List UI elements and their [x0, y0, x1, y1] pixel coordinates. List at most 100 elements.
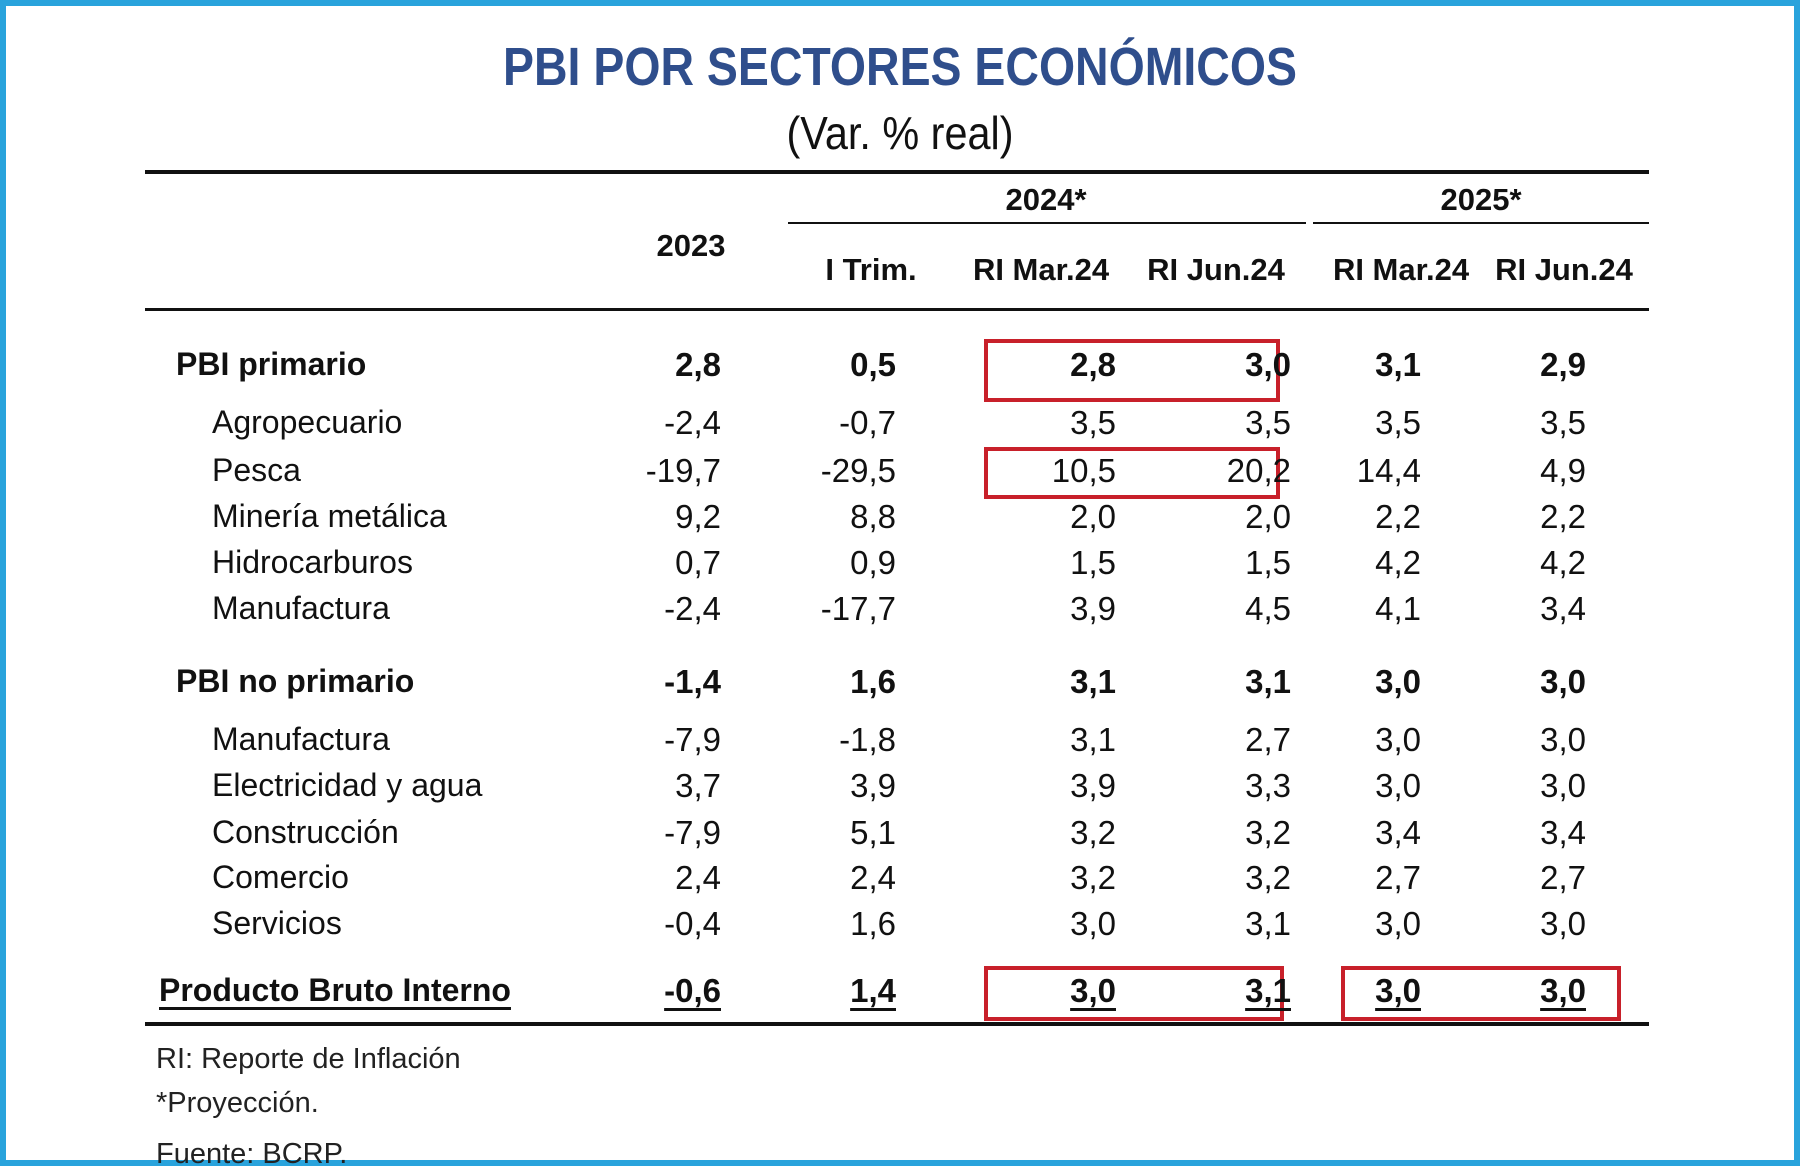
table-cell: 3,1: [1245, 663, 1291, 700]
row-label: Hidrocarburos: [212, 544, 413, 580]
highlight-pbi-primario-2024: [984, 339, 1280, 402]
table-cell: 4,2: [1375, 544, 1421, 581]
table-cell: 2,8: [675, 346, 721, 383]
note-fuente: Fuente: BCRP.: [156, 1138, 348, 1170]
table-cell: -1,4: [664, 663, 721, 700]
table-cell: 1,6: [850, 905, 896, 942]
row-label: PBI no primario: [176, 663, 415, 699]
table-cell: 20,2: [1226, 452, 1291, 489]
table-cell: -2,4: [664, 590, 721, 627]
row-label: Producto Bruto Interno: [159, 972, 511, 1008]
table-cell: -2,4: [664, 404, 721, 441]
table-cell: -17,7: [820, 590, 896, 627]
table-cell: 3,0: [1375, 721, 1421, 758]
group-header-2025: 2025*: [1440, 182, 1522, 217]
row-label: Manufactura: [212, 721, 390, 757]
table-cell: -1,8: [839, 721, 896, 758]
row-label: Minería metálica: [212, 498, 447, 534]
table-cell: -7,9: [664, 814, 721, 851]
header-bottom-rule: [145, 308, 1649, 311]
note-ri: RI: Reporte de Inflación: [156, 1043, 461, 1075]
table-cell: 1,5: [1245, 544, 1291, 581]
table-cell: -0,7: [839, 404, 896, 441]
table-cell: 3,5: [1375, 404, 1421, 441]
table-cell: 3,0: [1540, 905, 1586, 942]
table-cell: 4,9: [1540, 452, 1586, 489]
table-cell: -0,4: [664, 905, 721, 942]
row-label: Comercio: [212, 859, 349, 895]
table-cell: 4,1: [1375, 590, 1421, 627]
table-cell: 3,1: [1070, 721, 1116, 758]
table-cell: 3,0: [1540, 767, 1586, 804]
table-cell: 3,0: [1375, 767, 1421, 804]
table-cell: 2,8: [1070, 346, 1116, 383]
table-cell: 9,2: [675, 498, 721, 535]
table-cell: 3,5: [1245, 404, 1291, 441]
table-cell: 0,9: [850, 544, 896, 581]
table-cell: 2,7: [1375, 859, 1421, 896]
table-cell: 3,4: [1540, 814, 1586, 851]
table-cell: 10,5: [1051, 452, 1116, 489]
table-cell: 3,4: [1375, 814, 1421, 851]
table-cell: 3,3: [1245, 767, 1291, 804]
table-title: PBI POR SECTORES ECONÓMICOS: [503, 37, 1297, 97]
table-cell: 1,6: [850, 663, 896, 700]
highlight-pbi-2025: [1341, 966, 1621, 1021]
table-cell: 3,2: [1245, 859, 1291, 896]
table-cell: 2,9: [1540, 346, 1586, 383]
group-header-2024: 2024*: [1005, 182, 1087, 217]
table-cell: 3,0: [1245, 346, 1291, 383]
table-cell: 2,7: [1540, 859, 1586, 896]
row-label: Pesca: [212, 452, 301, 488]
table-cell: -29,5: [820, 452, 896, 489]
table-cell: 2,7: [1245, 721, 1291, 758]
table-cell: 3,0: [1540, 663, 1586, 700]
table-cell: 3,0: [1070, 972, 1116, 1009]
column-header-1: I Trim.: [825, 252, 917, 287]
table-cell: -0,6: [664, 972, 721, 1009]
table-cell: 3,9: [850, 767, 896, 804]
table-cell: 3,4: [1540, 590, 1586, 627]
highlight-pbi-2024: [984, 966, 1284, 1021]
table-cell: 8,8: [850, 498, 896, 535]
table-cell: 3,0: [1375, 663, 1421, 700]
note-proyeccion: *Proyección.: [156, 1087, 319, 1119]
table-cell: 3,5: [1070, 404, 1116, 441]
table-cell: -19,7: [645, 452, 721, 489]
row-label: Servicios: [212, 905, 342, 941]
table-cell: 1,5: [1070, 544, 1116, 581]
table-cell: 3,1: [1070, 663, 1116, 700]
row-label: Electricidad y agua: [212, 767, 483, 803]
table-cell: 5,1: [850, 814, 896, 851]
table-cell: 3,9: [1070, 590, 1116, 627]
table-cell: 3,1: [1245, 972, 1291, 1009]
table-cell: 3,0: [1375, 905, 1421, 942]
table-subtitle: (Var. % real): [786, 107, 1014, 159]
top-rule: [145, 170, 1649, 174]
table-cell: 3,5: [1540, 404, 1586, 441]
table-cell: 14,4: [1356, 452, 1421, 489]
group-rule-2025: [1313, 222, 1649, 224]
table-cell: 3,0: [1540, 972, 1586, 1009]
row-label: Manufactura: [212, 590, 390, 626]
bottom-rule: [145, 1022, 1649, 1026]
table-cell: 3,0: [1375, 972, 1421, 1009]
table-cell: 0,5: [850, 346, 896, 383]
table-cell: 3,0: [1070, 905, 1116, 942]
table-cell: 3,2: [1245, 814, 1291, 851]
table-cell: 3,1: [1375, 346, 1421, 383]
column-header-5: RI Jun.24: [1495, 252, 1633, 287]
table-cell: 3,2: [1070, 814, 1116, 851]
table-cell: 3,9: [1070, 767, 1116, 804]
column-header-0: 2023: [656, 228, 726, 263]
table-cell: 3,7: [675, 767, 721, 804]
table-cell: 2,4: [850, 859, 896, 896]
table-cell: 3,0: [1540, 721, 1586, 758]
row-label: PBI primario: [176, 346, 367, 382]
table-cell: 2,2: [1375, 498, 1421, 535]
table-cell: 2,4: [675, 859, 721, 896]
group-rule-2024: [788, 222, 1306, 224]
table-cell: 2,0: [1070, 498, 1116, 535]
column-header-2: RI Mar.24: [972, 252, 1110, 287]
table-cell: 3,2: [1070, 859, 1116, 896]
